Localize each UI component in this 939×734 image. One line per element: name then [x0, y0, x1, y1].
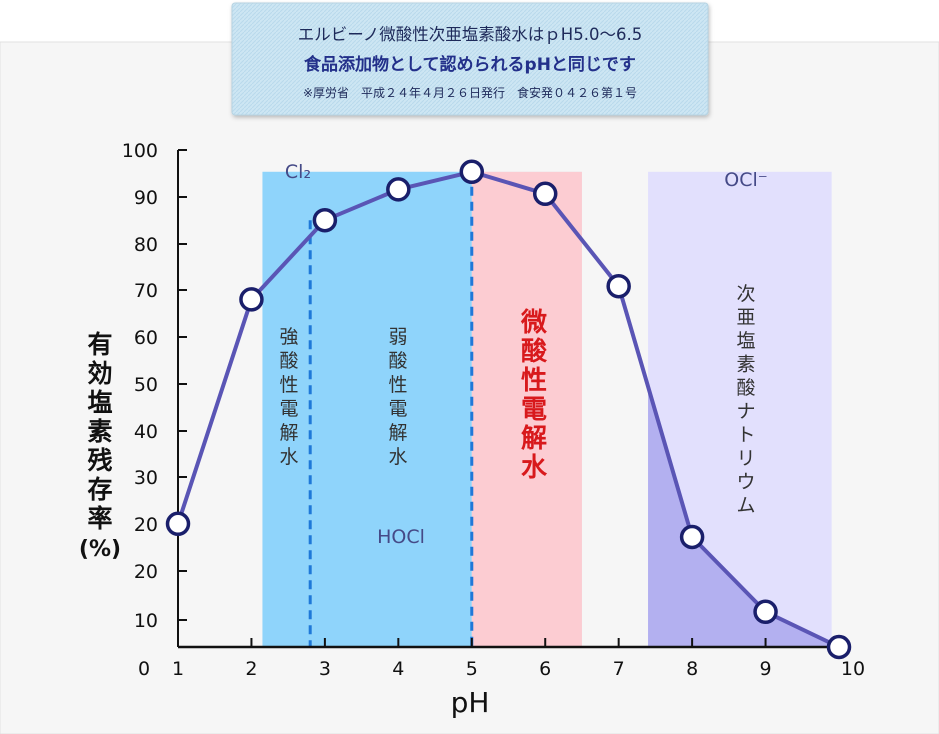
region-label-weak-char: 弱 [388, 326, 407, 348]
region-label-weak-char: 水 [388, 446, 407, 468]
region-label-sodium-char: リ [736, 448, 755, 470]
region-label-sodium-char: 素 [736, 354, 755, 376]
x-tick-label: 6 [539, 658, 551, 680]
y-tick-label: 20 [134, 561, 158, 583]
x-tick-label: 2 [245, 658, 257, 680]
region-label-sodium-char: ム [736, 495, 755, 517]
region-label-hocl: HOCl [377, 526, 425, 548]
data-point [239, 287, 264, 312]
x-tick-label: 8 [686, 658, 698, 680]
region-label-sodium-char: 酸 [736, 377, 755, 399]
divider-layer [308, 171, 474, 647]
region-ocl-fill [648, 386, 832, 647]
y-tick-label: 80 [134, 234, 158, 256]
region-label-bisan-char: 微 [520, 307, 547, 338]
region-label-cl2: Cl₂ [285, 161, 311, 183]
y-tick-label: 40 [134, 421, 158, 443]
region-label-strong-char: 解 [279, 422, 298, 444]
region-label-sodium-char: ト [736, 424, 755, 446]
header-line3: ※厚労省 平成２４年４月２６日発行 食安発０４２６第１号 [303, 85, 637, 100]
data-point [312, 207, 338, 233]
region-bisan [471, 171, 582, 648]
region-label-sodium-char: ウ [736, 471, 755, 493]
y-axis-label-char: 存 [87, 475, 112, 504]
data-point [532, 181, 558, 207]
series-line [176, 169, 840, 649]
region-label-bisan-char: 電 [521, 395, 547, 425]
region-label-strong-char: 電 [279, 398, 298, 420]
header-line1: エルビーノ微酸性次亜塩素酸水はｐH5.0〜6.5 [298, 25, 642, 44]
series-layer [165, 159, 852, 660]
x-tick-label: 1 [172, 658, 184, 680]
x-tick-label: 10 [841, 658, 865, 680]
header-line2: 食品添加物として認められるpHと同じです [304, 54, 636, 75]
y-tick-label: 20 [134, 514, 158, 536]
y-tick-label: 30 [134, 467, 158, 489]
y-axis-label-char: (%) [79, 537, 121, 562]
region-label-sodium-char: 次 [736, 283, 755, 305]
region-label-strong-char: 酸 [279, 350, 298, 372]
region-layer [262, 171, 832, 648]
y-tick-label: 10 [134, 610, 158, 632]
y-tick-label: 100 [122, 140, 158, 162]
x-tick-label: 4 [392, 658, 404, 680]
y-axis-label-char: 有 [87, 330, 112, 359]
y-tick-label: 50 [134, 374, 158, 396]
region-label-weak-char: 解 [388, 422, 407, 444]
y-tick-label: 60 [134, 327, 158, 349]
region-label-bisan-char: 水 [521, 453, 548, 483]
y-tick-layer: 10 20 20 30 40 50 60 70 80 90 100 [122, 140, 187, 632]
x-tick-label: 3 [319, 658, 331, 680]
region-label-sodium-char: 塩 [736, 330, 755, 352]
data-point [386, 177, 411, 202]
x-tick-label: 9 [760, 658, 772, 680]
region-label-bisan-char: 解 [521, 424, 547, 454]
region-label-weak-char: 酸 [388, 350, 407, 372]
data-point [459, 159, 485, 185]
y-axis-label-char: 効 [87, 359, 112, 388]
region-label-sodium-char: ナ [736, 401, 755, 423]
y-tick-label: 90 [134, 187, 158, 209]
region-label-weak-char: 電 [388, 398, 407, 420]
data-point [679, 524, 705, 550]
x-axis-label: pH [451, 686, 490, 719]
data-point [606, 273, 631, 299]
region-label-bisan-char: 性 [521, 366, 547, 396]
data-point [826, 634, 852, 660]
region-label-sodium-char: 亜 [736, 307, 755, 329]
region-label-strong-char: 強 [279, 326, 298, 348]
y-axis-label-char: 率 [87, 504, 112, 533]
x-tick-label: 5 [466, 658, 478, 680]
data-point [165, 511, 191, 537]
region-label-strong-char: 水 [279, 446, 298, 468]
axes [177, 150, 850, 649]
y-axis-label-char: 残 [87, 446, 112, 475]
y-axis-label-char: 素 [87, 417, 112, 446]
y-axis-label-char: 塩 [87, 388, 112, 417]
region-label-strong-char: 性 [279, 374, 298, 396]
region-label-bisan-char: 酸 [521, 337, 548, 367]
x-tick-layer: 1 2 3 4 5 6 7 8 9 10 [172, 638, 865, 680]
x-tick-label: 7 [613, 658, 625, 680]
data-point [753, 599, 778, 625]
origin-label: 0 [138, 658, 150, 680]
y-tick-label: 70 [134, 280, 158, 302]
header-box [231, 2, 709, 116]
region-label-weak-char: 性 [388, 374, 407, 396]
region-label-ocl: OCl⁻ [724, 169, 768, 191]
